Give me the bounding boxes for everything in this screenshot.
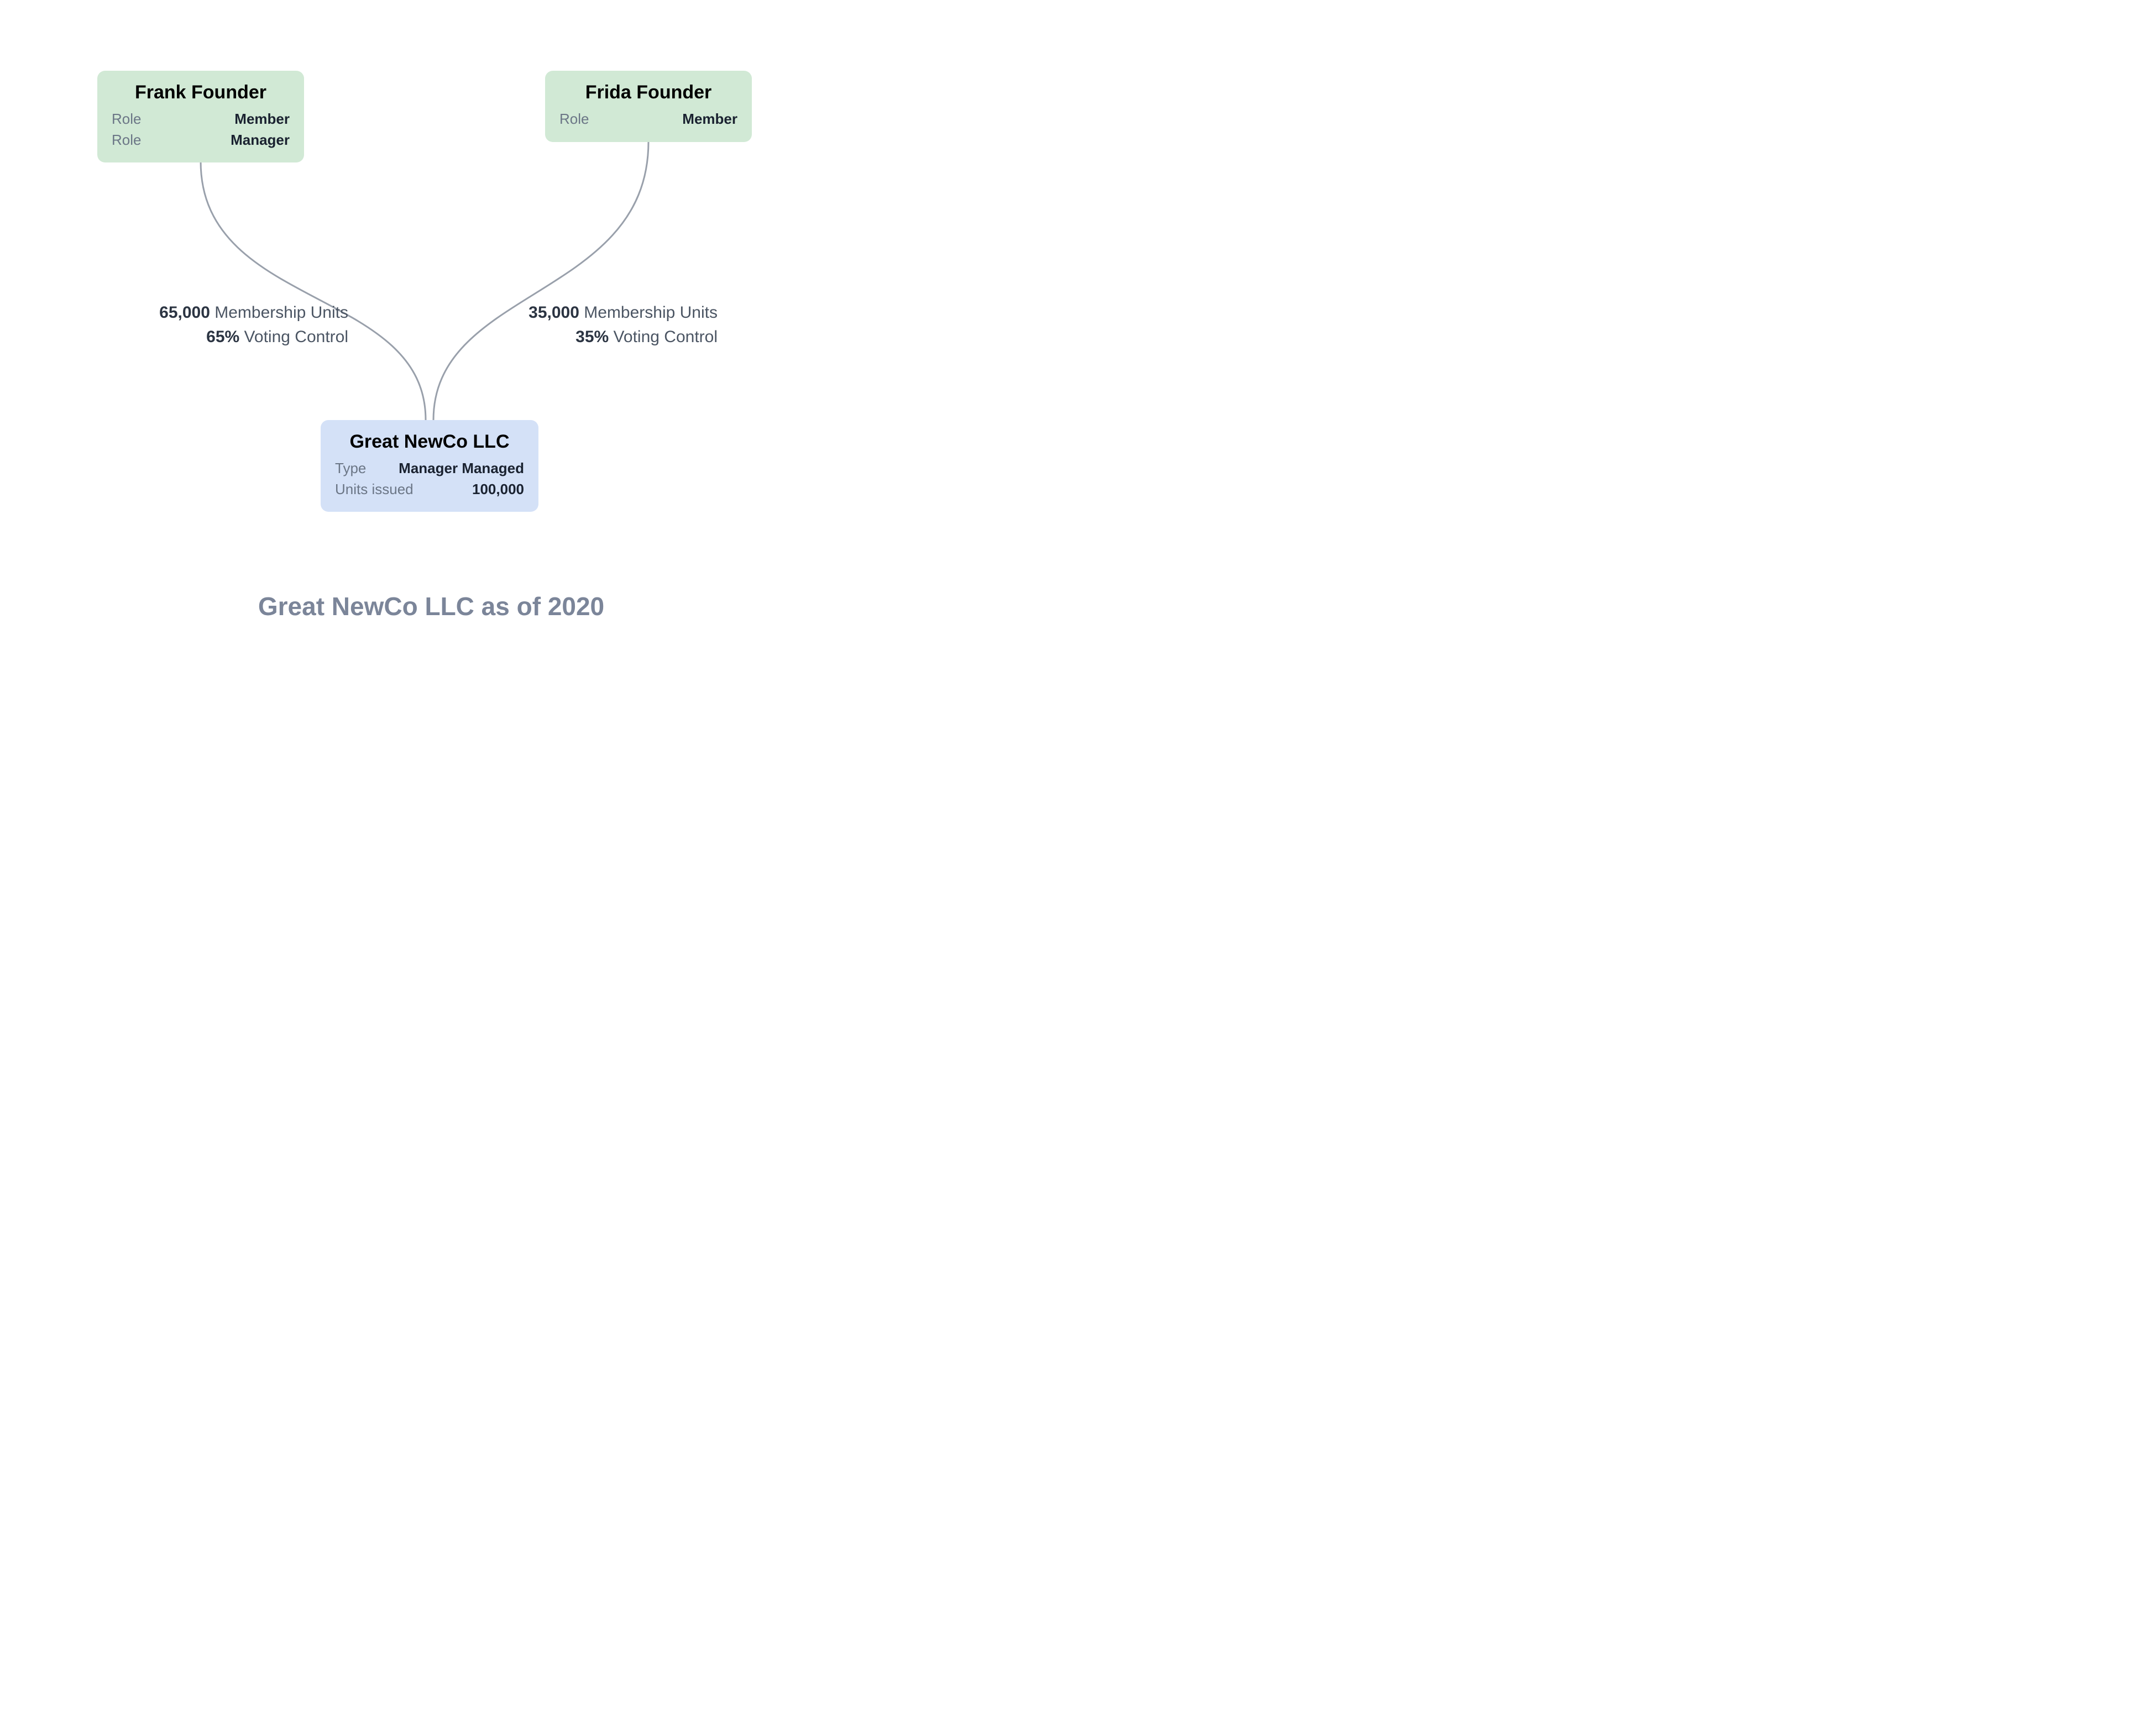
row-value: Member <box>682 109 737 130</box>
node-title: Great NewCo LLC <box>335 431 524 453</box>
edge-voting-text: Voting Control <box>244 328 348 346</box>
diagram-caption: Great NewCo LLC as of 2020 <box>0 591 862 621</box>
edge-units-text: Membership Units <box>214 303 348 322</box>
node-row: Role Manager <box>112 130 290 151</box>
row-label: Role <box>559 109 589 130</box>
edge-units-line: 65,000 Membership Units <box>133 301 348 325</box>
row-value: Member <box>234 109 290 130</box>
row-label: Role <box>112 130 141 151</box>
edge-units-text: Membership Units <box>584 303 718 322</box>
edge-left-label: 65,000 Membership Units 65% Voting Contr… <box>133 301 348 349</box>
row-label: Type <box>335 458 366 479</box>
node-row: Role Member <box>559 109 737 130</box>
edge-right-path <box>433 141 648 420</box>
row-label: Units issued <box>335 479 414 500</box>
edge-voting-number: 65% <box>206 328 239 346</box>
node-row: Role Member <box>112 109 290 130</box>
node-row: Units issued 100,000 <box>335 479 524 500</box>
row-label: Role <box>112 109 141 130</box>
edge-voting-text: Voting Control <box>614 328 718 346</box>
node-frank-founder: Frank Founder Role Member Role Manager <box>97 71 304 162</box>
edge-right-label: 35,000 Membership Units 35% Voting Contr… <box>513 301 718 349</box>
row-value: 100,000 <box>472 479 524 500</box>
node-frida-founder: Frida Founder Role Member <box>545 71 752 142</box>
edge-units-number: 65,000 <box>159 303 210 322</box>
edge-left-path <box>201 161 426 420</box>
row-value: Manager Managed <box>399 458 524 479</box>
node-title: Frida Founder <box>559 82 737 103</box>
node-title: Frank Founder <box>112 82 290 103</box>
edge-voting-number: 35% <box>575 328 609 346</box>
row-value: Manager <box>231 130 290 151</box>
edge-voting-line: 65% Voting Control <box>133 325 348 349</box>
edge-units-number: 35,000 <box>528 303 579 322</box>
edge-voting-line: 35% Voting Control <box>513 325 718 349</box>
node-company: Great NewCo LLC Type Manager Managed Uni… <box>321 420 538 512</box>
node-row: Type Manager Managed <box>335 458 524 479</box>
edge-units-line: 35,000 Membership Units <box>513 301 718 325</box>
